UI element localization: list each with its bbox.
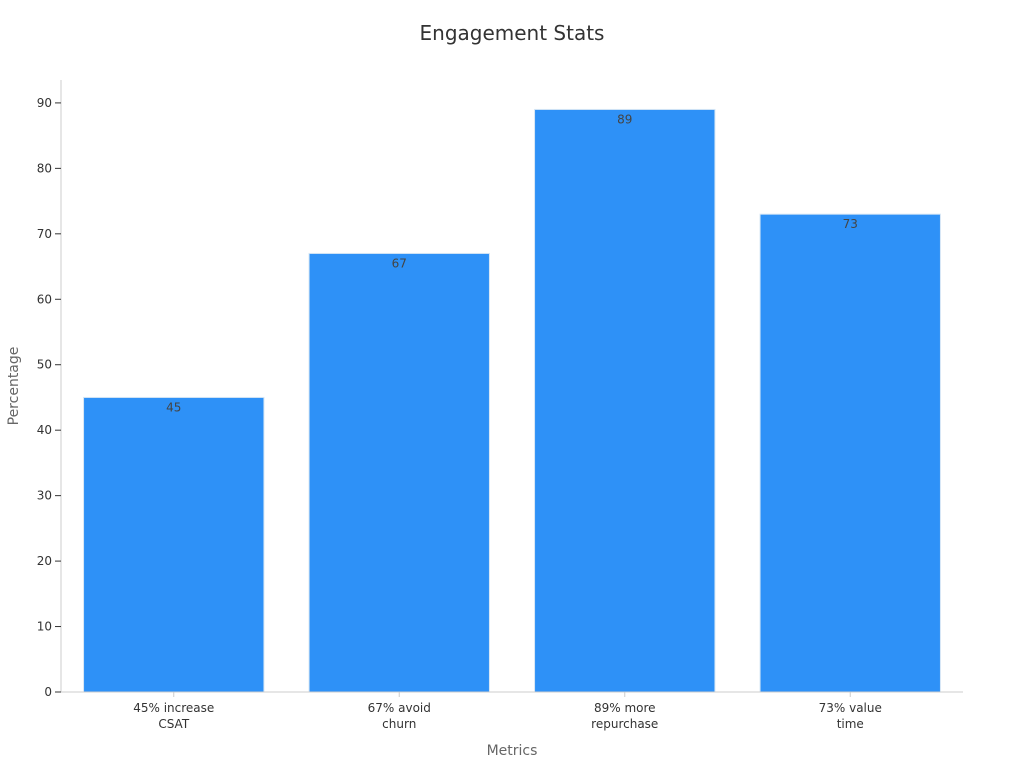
y-tick-label: 50: [37, 358, 52, 372]
x-tick-label: 67% avoid churn: [368, 701, 431, 731]
x-tick-label-line: 89% more: [594, 701, 656, 715]
x-tick-label-line: time: [837, 717, 864, 731]
bar-value-label: 89: [617, 112, 632, 126]
y-tick-label: 90: [37, 96, 52, 110]
x-tick-label-line: churn: [382, 717, 416, 731]
x-tick-label-line: 73% value: [819, 701, 882, 715]
y-tick-label: 70: [37, 227, 52, 241]
y-ticks-group: 0 10 20 30 40 50 60 70 80 90: [37, 96, 61, 699]
x-ticks-group: 45% increase CSAT 67% avoid churn 89% more re…: [133, 692, 882, 731]
bars-group: [83, 108, 941, 693]
y-tick-label: 40: [37, 423, 52, 437]
y-tick-label: 60: [37, 292, 52, 306]
y-tick-label: 10: [37, 620, 52, 634]
plot-area: 45 67 89 73 0 10 20 30 40 50 60 70 80 90 45% increas…: [37, 80, 963, 731]
bar-value-label: 67: [392, 256, 407, 270]
bar-value-label: 45: [166, 400, 181, 414]
bar-value-label: 73: [843, 217, 858, 231]
bar: [308, 252, 490, 693]
y-tick-label: 20: [37, 554, 52, 568]
x-tick-label: 73% value time: [819, 701, 882, 731]
y-tick-label: 0: [44, 685, 52, 699]
bar: [534, 108, 716, 693]
x-tick-label-line: 67% avoid: [368, 701, 431, 715]
y-axis-title: Percentage: [6, 347, 22, 426]
x-tick-label: 45% increase CSAT: [133, 701, 214, 731]
chart-title: Engagement Stats: [420, 21, 605, 45]
x-axis-title: Metrics: [487, 743, 538, 759]
bar: [83, 396, 265, 693]
bar: [759, 213, 941, 693]
x-tick-label-line: repurchase: [591, 717, 658, 731]
y-tick-label: 80: [37, 161, 52, 175]
data-labels-group: 45 67 89 73: [166, 112, 858, 414]
y-tick-label: 30: [37, 489, 52, 503]
x-tick-label-line: 45% increase: [133, 701, 214, 715]
x-tick-label: 89% more repurchase: [591, 701, 658, 731]
x-tick-label-line: CSAT: [158, 717, 189, 731]
